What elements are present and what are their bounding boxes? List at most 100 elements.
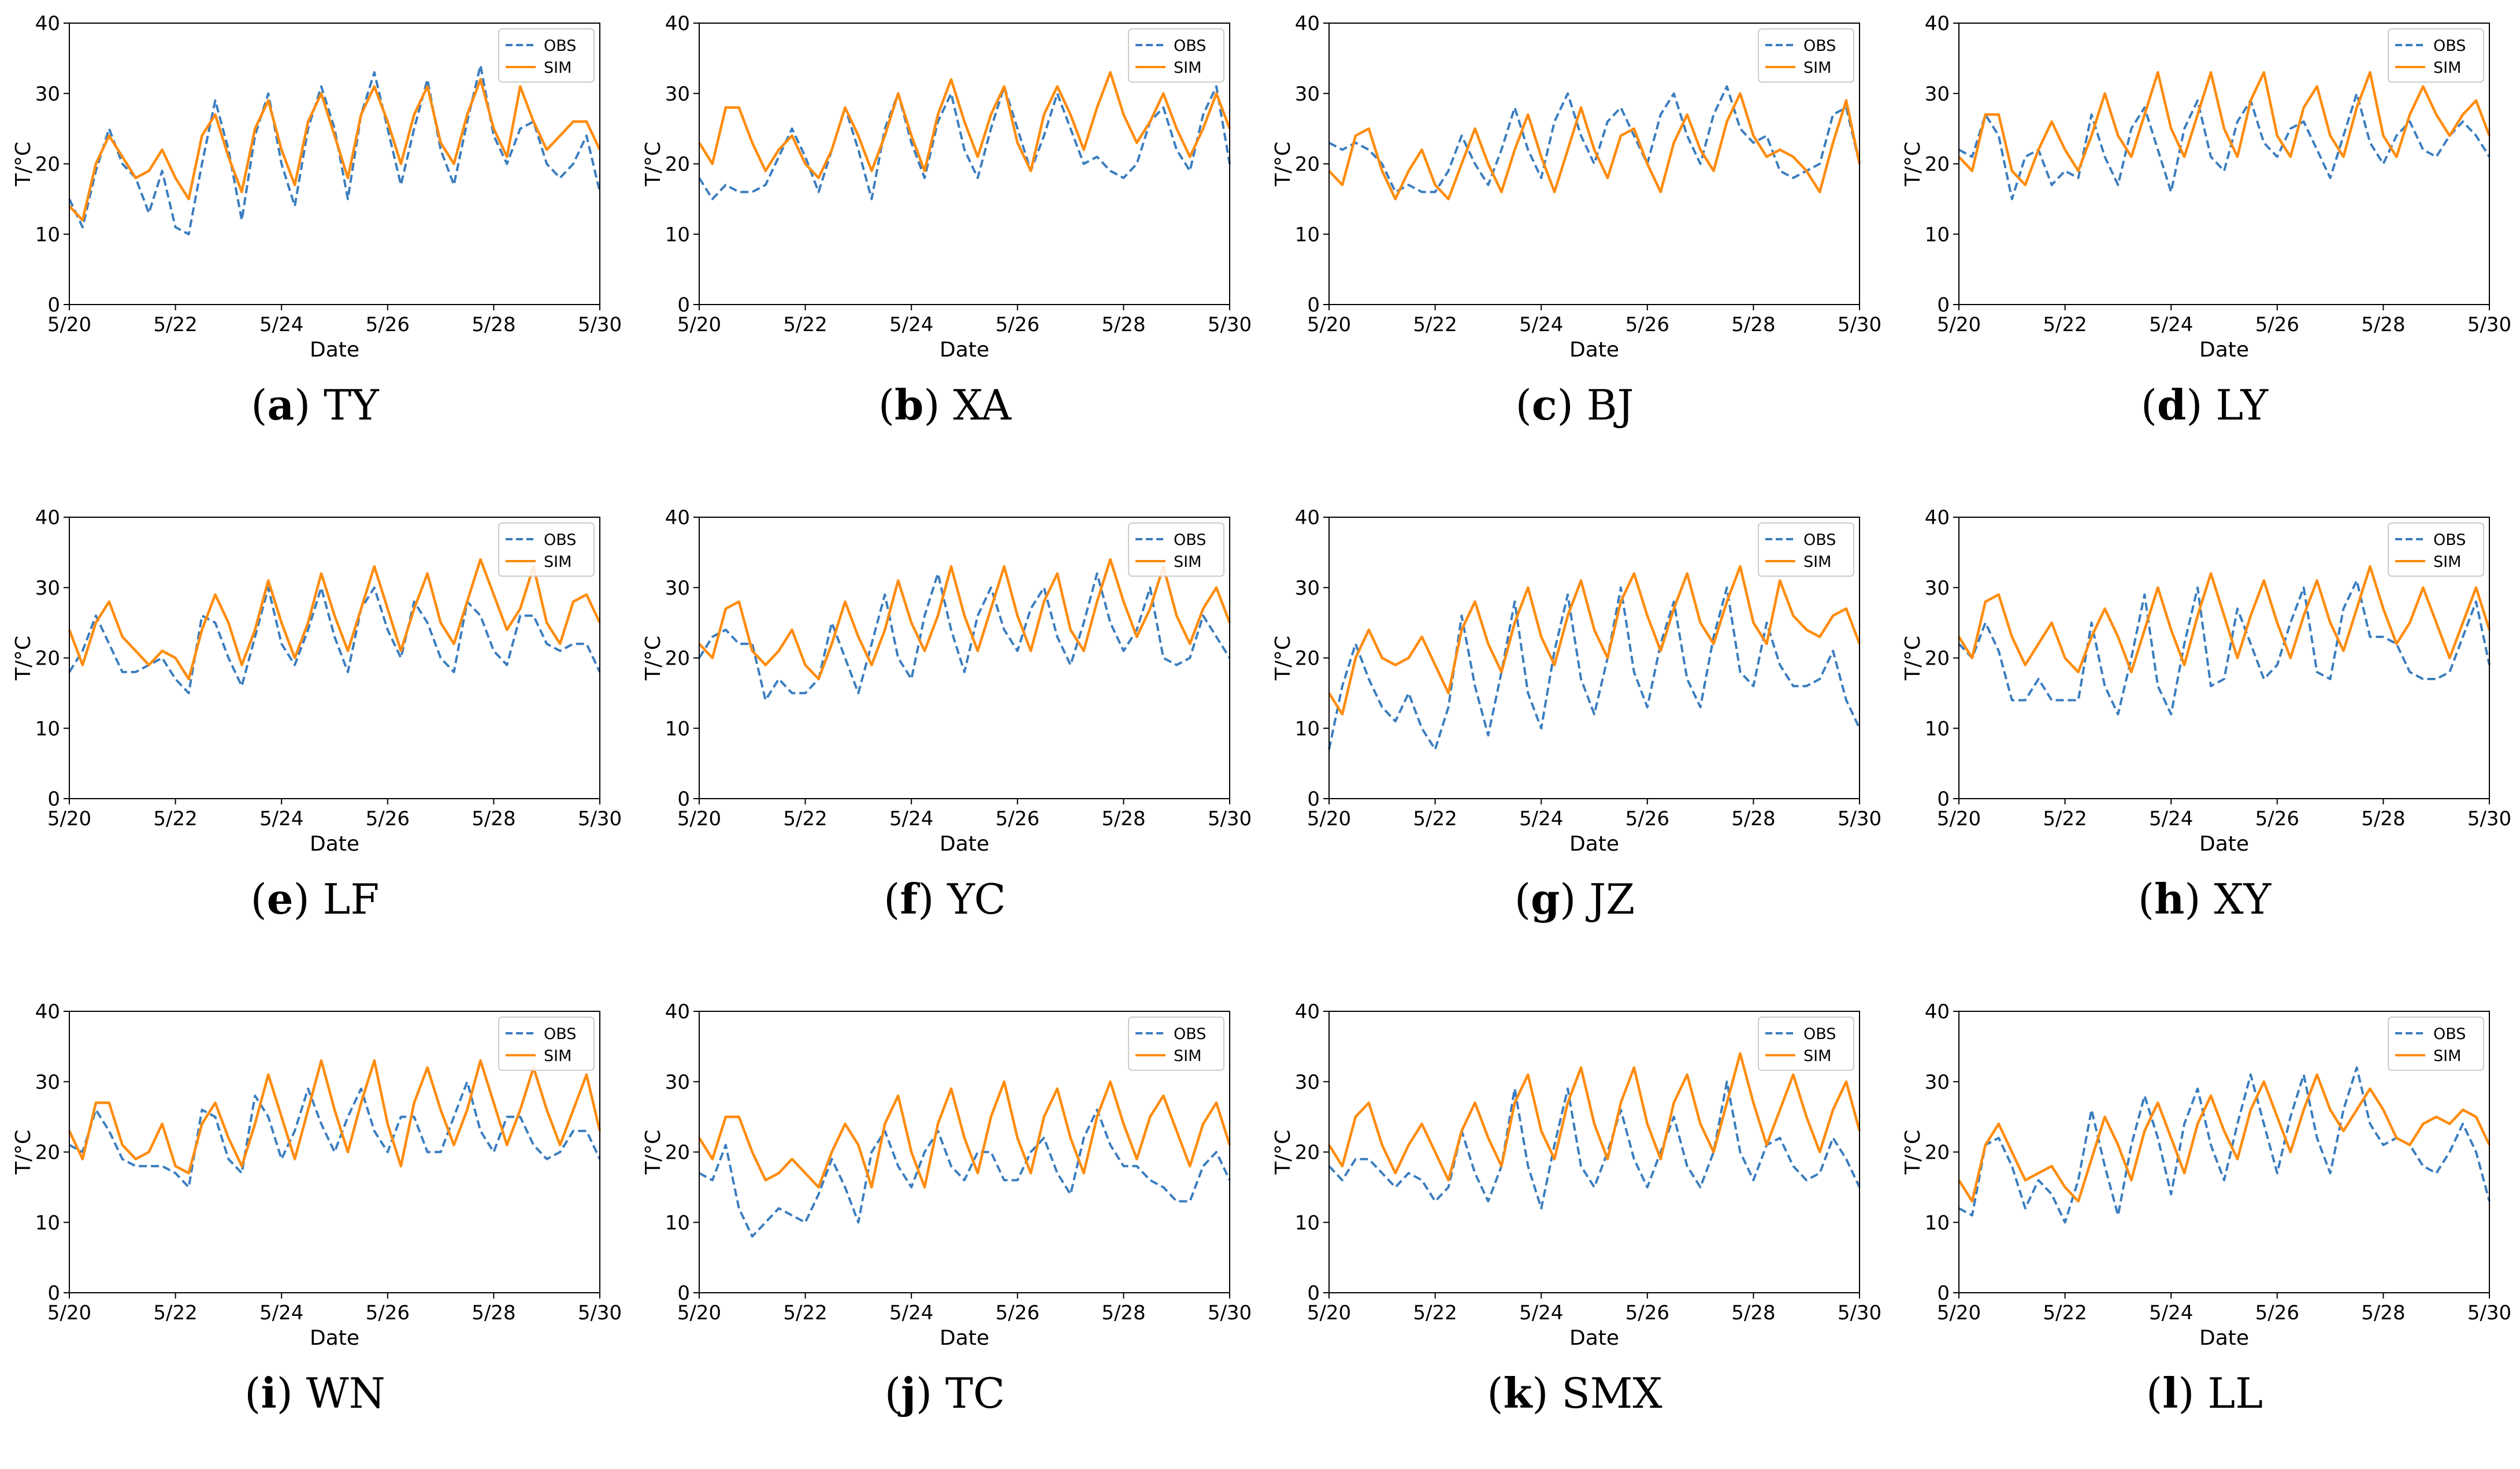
panel-letter: i [261, 1368, 277, 1418]
legend-label-sim: SIM [1174, 553, 1201, 571]
x-tick-label: 5/22 [2043, 807, 2087, 830]
legend-box [1128, 522, 1224, 577]
x-tick-label: 5/30 [1208, 313, 1252, 336]
series-line-sim [1328, 92, 1861, 201]
panel-caption: (f) YC [884, 874, 1006, 923]
legend-box [1758, 28, 1854, 83]
chart-svg: 0 10 20 30 40 5/20 5/22 5/24 5/26 5/28 5/30 Date T/°… [12, 12, 622, 362]
x-tick-label: 5/30 [1208, 807, 1252, 830]
legend: OBS SIM [498, 28, 595, 83]
chart-panel-h: 0 10 20 30 40 5/20 5/22 5/24 5/26 5/28 5/30 Date T/°… [1890, 494, 2519, 975]
y-tick-label: 20 [1925, 647, 1950, 670]
legend-box [498, 1017, 595, 1071]
panel-caption: (k) SMX [1487, 1368, 1662, 1418]
series-line-obs [1328, 586, 1861, 751]
panel-caption: (l) LL [2146, 1368, 2263, 1418]
y-axis-label: T/°C [641, 1130, 665, 1175]
series-line-sim [698, 1080, 1231, 1189]
series-line-obs [69, 1080, 601, 1189]
x-tick-label: 5/24 [259, 807, 303, 830]
x-tick-label: 5/28 [1101, 313, 1145, 336]
x-tick-label: 5/22 [1413, 313, 1457, 336]
y-tick-label: 30 [665, 577, 690, 600]
panel-caption: (c) BJ [1515, 380, 1634, 429]
legend-label-sim: SIM [1174, 59, 1201, 77]
x-tick-label: 5/22 [2043, 1301, 2087, 1325]
legend: OBS SIM [1758, 1017, 1854, 1071]
legend-label-obs: OBS [544, 37, 576, 55]
chart-svg: 0 10 20 30 40 5/20 5/22 5/24 5/26 5/28 5/30 Date T/°… [1271, 506, 1881, 856]
panel-title: XA [953, 381, 1012, 429]
legend-box [1128, 28, 1224, 83]
legend-label-sim: SIM [1803, 553, 1831, 571]
y-axis-label: T/°C [12, 142, 35, 187]
x-tick-label: 5/28 [1101, 1301, 1145, 1325]
x-tick-label: 5/30 [2467, 1301, 2511, 1325]
x-tick-label: 5/26 [366, 1301, 410, 1325]
chart-panel-f: 0 10 20 30 40 5/20 5/22 5/24 5/26 5/28 5/30 Date T/°… [630, 494, 1260, 975]
panel-letter: h [2154, 874, 2185, 923]
legend-label-sim: SIM [1174, 1047, 1201, 1065]
panel-letter: l [2162, 1368, 2178, 1418]
series-line-obs [1958, 92, 2491, 201]
chart-svg: 0 10 20 30 40 5/20 5/22 5/24 5/26 5/28 5/30 Date T/°… [12, 506, 622, 856]
y-tick-label: 40 [1925, 506, 1950, 529]
x-tick-label: 5/28 [472, 1301, 515, 1325]
x-tick-label: 5/26 [1625, 1301, 1669, 1325]
y-tick-label: 0 [47, 788, 60, 811]
y-tick-label: 40 [665, 12, 690, 35]
series-line-sim [68, 78, 602, 222]
panel-letter: a [267, 380, 295, 429]
legend-box [2388, 522, 2484, 577]
series-line-obs [68, 586, 601, 695]
y-tick-label: 10 [35, 1211, 60, 1234]
legend-label-sim: SIM [1803, 1047, 1831, 1065]
y-axis-label: T/°C [641, 142, 665, 187]
chart-svg: 0 10 20 30 40 5/20 5/22 5/24 5/26 5/28 5/30 Date T/°… [12, 1000, 622, 1350]
y-tick-label: 30 [1295, 83, 1320, 106]
x-tick-label: 5/26 [2255, 1301, 2299, 1325]
x-tick-label: 5/20 [677, 1301, 721, 1325]
x-tick-label: 5/28 [472, 313, 515, 336]
x-tick-label: 5/24 [889, 313, 933, 336]
y-tick-label: 0 [1307, 1282, 1320, 1305]
x-tick-label: 5/26 [2255, 313, 2299, 336]
legend-box [2388, 1017, 2484, 1071]
series-line-obs [1958, 579, 2491, 715]
y-tick-label: 20 [35, 153, 60, 176]
chart-panel-a: 0 10 20 30 40 5/20 5/22 5/24 5/26 5/28 5/30 Date T/°… [0, 0, 630, 481]
y-axis-label: T/°C [641, 636, 665, 681]
x-tick-label: 5/22 [1413, 807, 1457, 830]
chart-panel-j: 0 10 20 30 40 5/20 5/22 5/24 5/26 5/28 5/30 Date T/°… [630, 988, 1260, 1469]
y-tick-label: 20 [1295, 153, 1320, 176]
y-tick-label: 10 [665, 223, 690, 246]
chart-panel-k: 0 10 20 30 40 5/20 5/22 5/24 5/26 5/28 5/30 Date T/°… [1260, 988, 1890, 1469]
y-tick-label: 0 [47, 294, 60, 317]
x-tick-label: 5/30 [578, 1301, 622, 1325]
chart-svg: 0 10 20 30 40 5/20 5/22 5/24 5/26 5/28 5/30 Date T/°… [1271, 1000, 1881, 1350]
legend-label-obs: OBS [544, 1025, 576, 1043]
y-tick-label: 0 [1937, 294, 1950, 317]
x-tick-label: 5/26 [996, 807, 1040, 830]
x-tick-label: 5/24 [2149, 313, 2193, 336]
x-tick-label: 5/20 [1937, 1301, 1981, 1325]
legend-label-obs: OBS [1174, 1025, 1206, 1043]
x-tick-label: 5/20 [1307, 1301, 1351, 1325]
y-tick-label: 40 [35, 1000, 60, 1023]
y-tick-label: 30 [665, 1071, 690, 1094]
y-axis-label: T/°C [1901, 1130, 1925, 1175]
chart-panel-g: 0 10 20 30 40 5/20 5/22 5/24 5/26 5/28 5/30 Date T/°… [1260, 494, 1890, 975]
legend-box [1758, 522, 1854, 577]
x-tick-label: 5/20 [47, 807, 91, 830]
y-tick-label: 40 [1925, 12, 1950, 35]
x-tick-label: 5/30 [1838, 313, 1881, 336]
chart-panel-l: 0 10 20 30 40 5/20 5/22 5/24 5/26 5/28 5/30 Date T/°… [1890, 988, 2519, 1469]
legend: OBS SIM [498, 522, 595, 577]
y-tick-label: 30 [35, 83, 60, 106]
x-tick-label: 5/30 [2467, 807, 2511, 830]
x-tick-label: 5/28 [2361, 1301, 2405, 1325]
panel-title: JZ [1589, 875, 1635, 923]
y-axis-label: T/°C [1901, 142, 1925, 187]
x-tick-label: 5/24 [259, 1301, 303, 1325]
